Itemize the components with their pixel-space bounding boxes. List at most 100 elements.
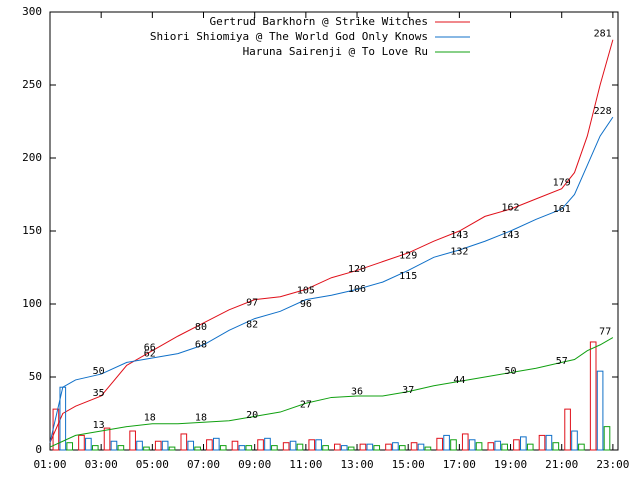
y-tick-label: 100 (22, 297, 42, 310)
bar (282, 442, 290, 451)
bar (487, 442, 495, 451)
bar (136, 440, 143, 451)
point-label: 228 (594, 106, 612, 117)
bar (359, 443, 367, 451)
bar (494, 440, 502, 451)
bar (110, 440, 118, 451)
point-label: 96 (300, 299, 312, 310)
bar (398, 445, 406, 451)
y-tick-label: 200 (22, 151, 42, 164)
bar (257, 439, 264, 451)
bar (180, 433, 188, 451)
bar (410, 442, 418, 451)
x-tick-label: 01:00 (33, 458, 66, 471)
bar (450, 439, 457, 451)
bar (289, 440, 297, 451)
point-label: 13 (93, 420, 105, 431)
bar (513, 439, 520, 451)
point-label: 162 (502, 202, 520, 213)
bar (578, 443, 585, 451)
x-tick-label: 09:00 (238, 458, 271, 471)
point-label: 106 (348, 284, 366, 295)
bar (187, 440, 195, 451)
bar (219, 445, 227, 451)
bar (520, 436, 527, 451)
bar (194, 446, 201, 451)
bar (564, 408, 571, 451)
bar (347, 446, 355, 451)
point-label: 115 (399, 271, 417, 282)
bar (212, 437, 220, 451)
point-label: 20 (246, 410, 258, 421)
bar (417, 443, 425, 451)
point-label: 97 (246, 297, 258, 308)
bar (526, 443, 534, 451)
bar (129, 430, 136, 451)
bar (373, 445, 381, 451)
point-label: 129 (399, 251, 417, 262)
series-line (49, 39, 614, 443)
y-tick-label: 150 (22, 224, 42, 237)
y-tick-label: 250 (22, 78, 42, 91)
x-tick-label: 03:00 (85, 458, 118, 471)
bar (385, 443, 392, 451)
bar (264, 437, 271, 451)
bar (66, 442, 74, 451)
y-tick-label: 0 (35, 443, 42, 456)
point-label: 35 (93, 388, 105, 399)
bar (78, 434, 85, 451)
bar (322, 445, 329, 451)
legend-label: Haruna Sairenji @ To Love Ru (243, 45, 428, 58)
bar (91, 445, 99, 451)
bar (501, 443, 508, 451)
point-label: 80 (195, 322, 207, 333)
point-label: 143 (450, 230, 468, 241)
point-label: 105 (297, 286, 315, 297)
x-tick-label: 17:00 (443, 458, 476, 471)
bar (589, 341, 597, 451)
x-tick-label: 11:00 (289, 458, 322, 471)
point-label: 44 (453, 375, 465, 386)
bar (603, 426, 611, 451)
point-label: 50 (505, 366, 517, 377)
series-line (49, 116, 614, 443)
bar (154, 440, 162, 451)
x-tick-label: 23:00 (596, 458, 629, 471)
x-tick-label: 05:00 (136, 458, 169, 471)
point-label: 18 (144, 413, 156, 424)
point-label: 66 (144, 343, 156, 354)
bar (596, 370, 604, 451)
bar (238, 445, 246, 451)
bar (545, 434, 553, 451)
bar (392, 442, 399, 451)
bar (315, 439, 322, 451)
x-tick-label: 15:00 (392, 458, 425, 471)
bar (443, 434, 450, 451)
point-label: 36 (351, 386, 363, 397)
legend-label: Shiori Shiomiya @ The World God Only Kno… (150, 30, 428, 43)
point-label: 161 (553, 204, 571, 215)
bar (231, 440, 239, 451)
point-label: 68 (195, 340, 207, 351)
bar (143, 446, 150, 451)
x-tick-label: 07:00 (187, 458, 220, 471)
point-label: 132 (450, 246, 468, 257)
bar (161, 440, 169, 451)
bar (366, 443, 374, 451)
bar (461, 433, 469, 451)
point-label: 281 (594, 29, 612, 40)
y-tick-label: 300 (22, 5, 42, 18)
bar (308, 439, 316, 451)
point-label: 179 (553, 178, 571, 189)
bar (117, 445, 125, 451)
bar (571, 430, 578, 451)
bar (296, 443, 304, 451)
point-label: 82 (246, 319, 258, 330)
point-label: 120 (348, 264, 366, 275)
bar (436, 437, 443, 451)
bar (334, 443, 341, 451)
bar (103, 427, 111, 451)
bar (340, 445, 348, 451)
bar (552, 442, 560, 451)
